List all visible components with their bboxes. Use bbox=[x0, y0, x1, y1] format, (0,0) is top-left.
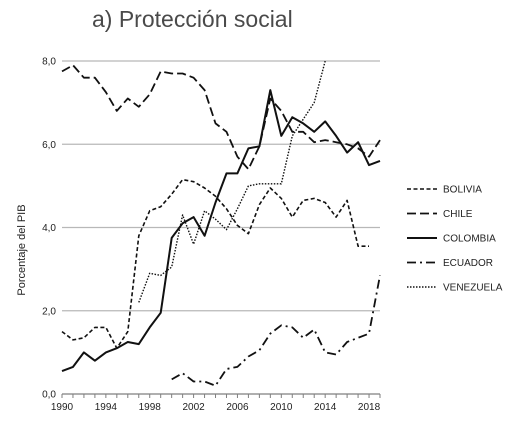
legend-label-colombia: COLOMBIA bbox=[443, 234, 496, 245]
x-tick-label-4: 2006 bbox=[226, 402, 249, 413]
y-tick-label-1: 2,0 bbox=[42, 306, 56, 317]
series-line-venezuela bbox=[138, 60, 326, 303]
x-tick-label-3: 2002 bbox=[182, 402, 205, 413]
x-tick-label-2: 1998 bbox=[139, 402, 162, 413]
legend-label-ecuador: ECUADOR bbox=[443, 258, 493, 269]
legend-label-chile: CHILE bbox=[443, 209, 473, 220]
x-tick-label-6: 2014 bbox=[314, 402, 337, 413]
series-line-colombia bbox=[61, 89, 381, 373]
y-tick-label-2: 4,0 bbox=[42, 223, 56, 234]
x-tick-label-1: 1994 bbox=[95, 402, 118, 413]
chart-title: a) Protección social bbox=[92, 6, 293, 32]
y-tick-label-0: 0,0 bbox=[42, 390, 56, 401]
y-tick-label-4: 8,0 bbox=[42, 57, 56, 68]
legend-label-venezuela: VENEZUELA bbox=[443, 283, 503, 294]
series-line-chile bbox=[61, 64, 381, 171]
y-tick-label-3: 6,0 bbox=[42, 140, 56, 151]
series-line-ecuador bbox=[171, 275, 381, 387]
series-line-bolivia bbox=[61, 178, 369, 350]
x-tick-label-0: 1990 bbox=[51, 402, 74, 413]
legend-label-bolivia: BOLIVIA bbox=[443, 185, 482, 196]
x-tick-label-5: 2010 bbox=[270, 402, 293, 413]
x-tick-label-7: 2018 bbox=[358, 402, 381, 413]
